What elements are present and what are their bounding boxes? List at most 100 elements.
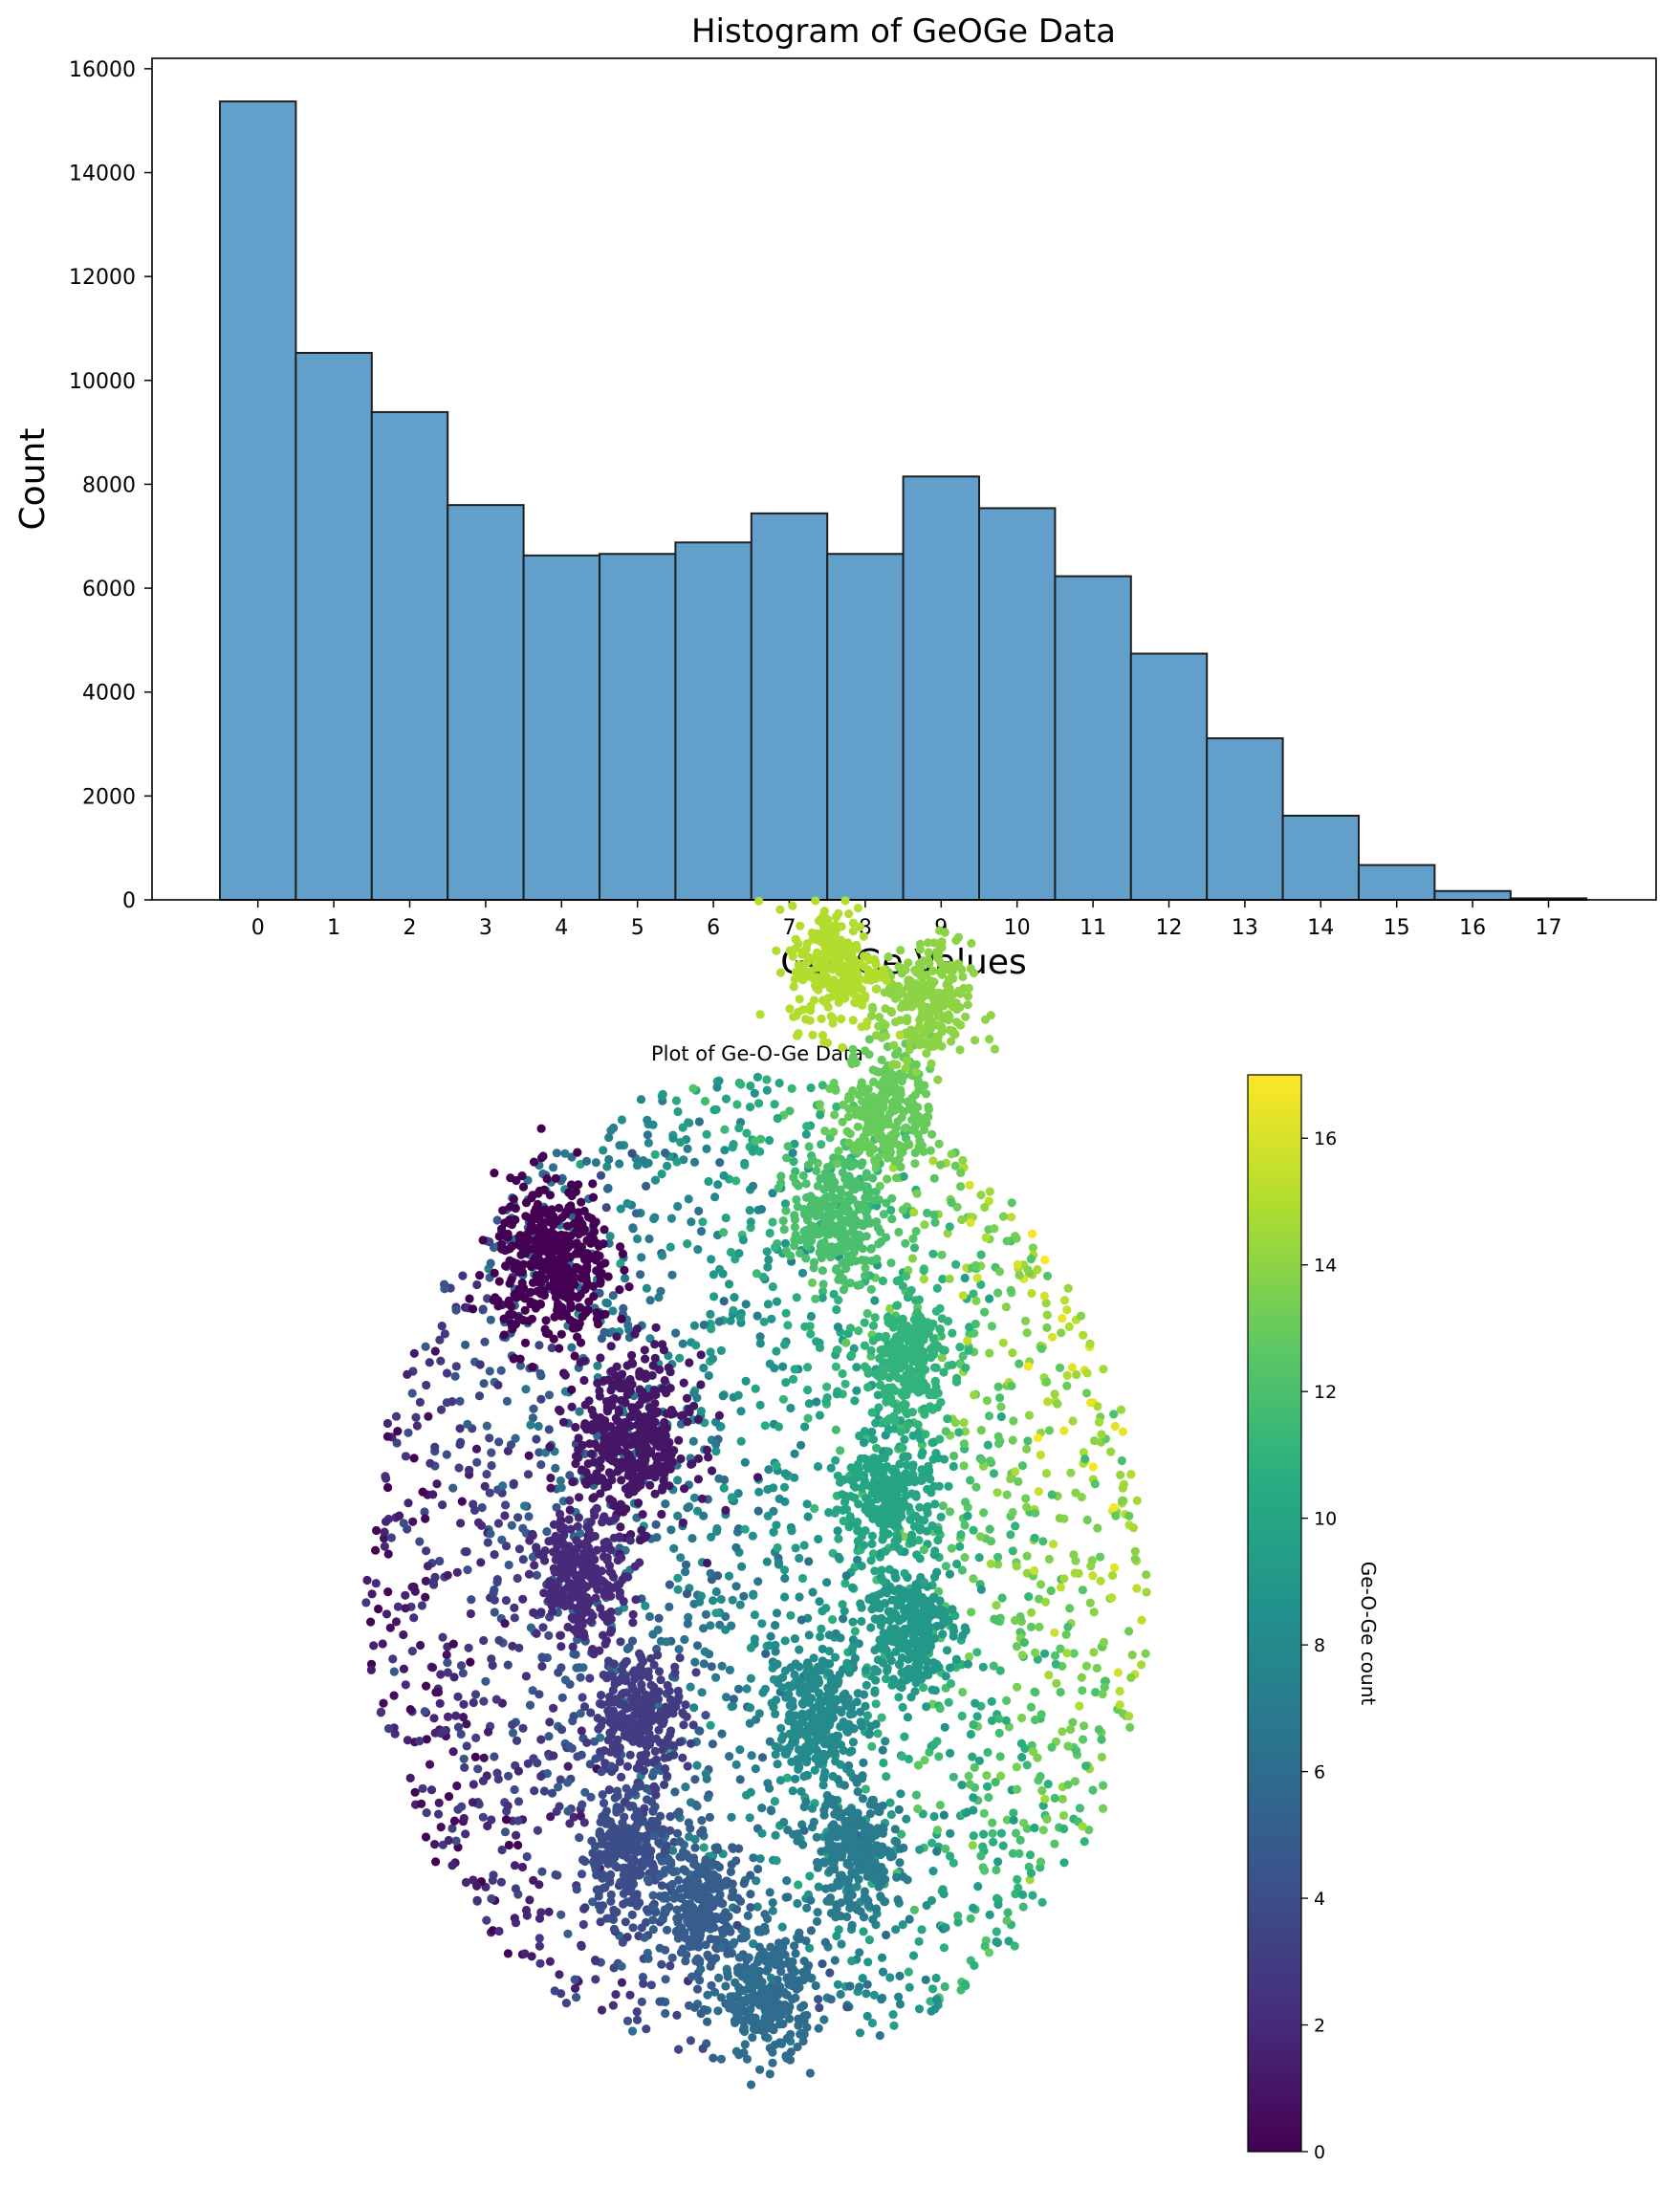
scatter-point [1062,1370,1072,1380]
scatter-point [635,1371,644,1381]
scatter-point [443,1712,453,1721]
scatter-point [440,1284,449,1294]
scatter-point [586,1616,596,1626]
scatter-point [744,1953,753,1962]
scatter-point [818,1081,827,1090]
scatter-point [1033,1753,1042,1762]
scatter-point [758,1272,768,1281]
scatter-point [702,1558,712,1568]
scatter-point [650,1213,660,1222]
scatter-point [644,1821,653,1830]
scatter-point [657,1170,666,1179]
scatter-point [687,1459,697,1469]
scatter-point [815,1597,824,1607]
scatter-point [636,1270,645,1279]
scatter-point [836,1446,845,1455]
scatter-point [579,1375,589,1386]
scatter-point [833,1979,843,1989]
scatter-point [576,1358,585,1367]
scatter-point [1011,1889,1020,1899]
scatter-point [533,1235,542,1244]
scatter-point [1008,1848,1017,1858]
scatter-point [678,1339,687,1348]
scatter-point [729,1844,738,1853]
scatter-point [578,1800,587,1809]
scatter-point [921,1975,930,1984]
scatter-point [995,1752,1005,1761]
scatter-point [641,1354,650,1364]
scatter-point [587,1449,597,1458]
scatter-point [436,1823,446,1832]
scatter-point [1107,1570,1118,1581]
scatter-point [497,1535,507,1544]
scatter-point [693,1414,703,1424]
scatter-point [408,1517,418,1526]
scatter-point [663,1680,672,1691]
scatter-point [580,1419,590,1429]
scatter-point [663,1771,672,1781]
scatter-point [1132,1496,1142,1505]
scatter-point [881,1737,890,1746]
scatter-point [742,1975,752,1984]
scatter-point [831,1362,841,1371]
scatter-point [644,1700,653,1710]
scatter-point [609,1393,620,1404]
scatter-point [593,1320,603,1329]
scatter-point [682,1712,691,1721]
scatter-point [1042,1814,1052,1824]
scatter-point [1064,1322,1074,1331]
scatter-point [686,1739,696,1748]
scatter-point [683,1239,692,1249]
scatter-point [898,1702,907,1712]
scatter-point [604,1133,614,1143]
scatter-point [698,2044,708,2053]
scatter-point [1096,1552,1105,1562]
scatter-point [485,1488,494,1498]
scatter-point [665,1602,674,1611]
scatter-point [415,1537,425,1546]
scatter-point [831,1455,840,1465]
scatter-point [673,1573,683,1583]
scatter-point [939,1943,949,1953]
scatter-point [505,1279,514,1288]
scatter-point [987,1458,996,1468]
scatter-point [518,1594,528,1604]
scatter-point [1013,1259,1022,1269]
scatter-point [517,1862,528,1872]
scatter-point [625,1382,635,1391]
scatter-point [771,1647,780,1656]
scatter-point [675,1653,685,1663]
scatter-point [504,1771,513,1781]
scatter-point [944,1697,953,1707]
scatter-point [541,1316,551,1325]
scatter-point [525,1214,535,1223]
scatter-point [407,1583,417,1592]
scatter-point [686,1798,696,1807]
scatter-point [996,1771,1006,1781]
scatter-point [716,1594,726,1605]
scatter-point [585,1760,595,1769]
scatter-point [685,1915,694,1925]
scatter-point [625,1990,635,2000]
scatter-point [935,1801,946,1810]
scatter-point [1115,1686,1124,1696]
scatter-point [1058,1314,1067,1323]
scatter-point [592,1870,601,1880]
scatter-point [556,1642,566,1651]
scatter-point [908,1951,919,1960]
scatter-point [692,1761,702,1770]
scatter-point [837,1939,846,1949]
scatter-point [853,1555,862,1564]
scatter-point [727,1812,736,1822]
scatter-point [508,1728,518,1738]
scatter-point [432,1479,442,1489]
scatter-point [496,1877,507,1887]
scatter-point [726,1247,736,1258]
scatter-point [644,1138,654,1148]
scatter-point [661,2008,670,2019]
scatter-point [1015,1835,1025,1845]
scatter-point [1100,1682,1109,1692]
scatter-point [953,1917,963,1927]
scatter-point [707,1980,716,1990]
scatter-point [515,1231,525,1240]
